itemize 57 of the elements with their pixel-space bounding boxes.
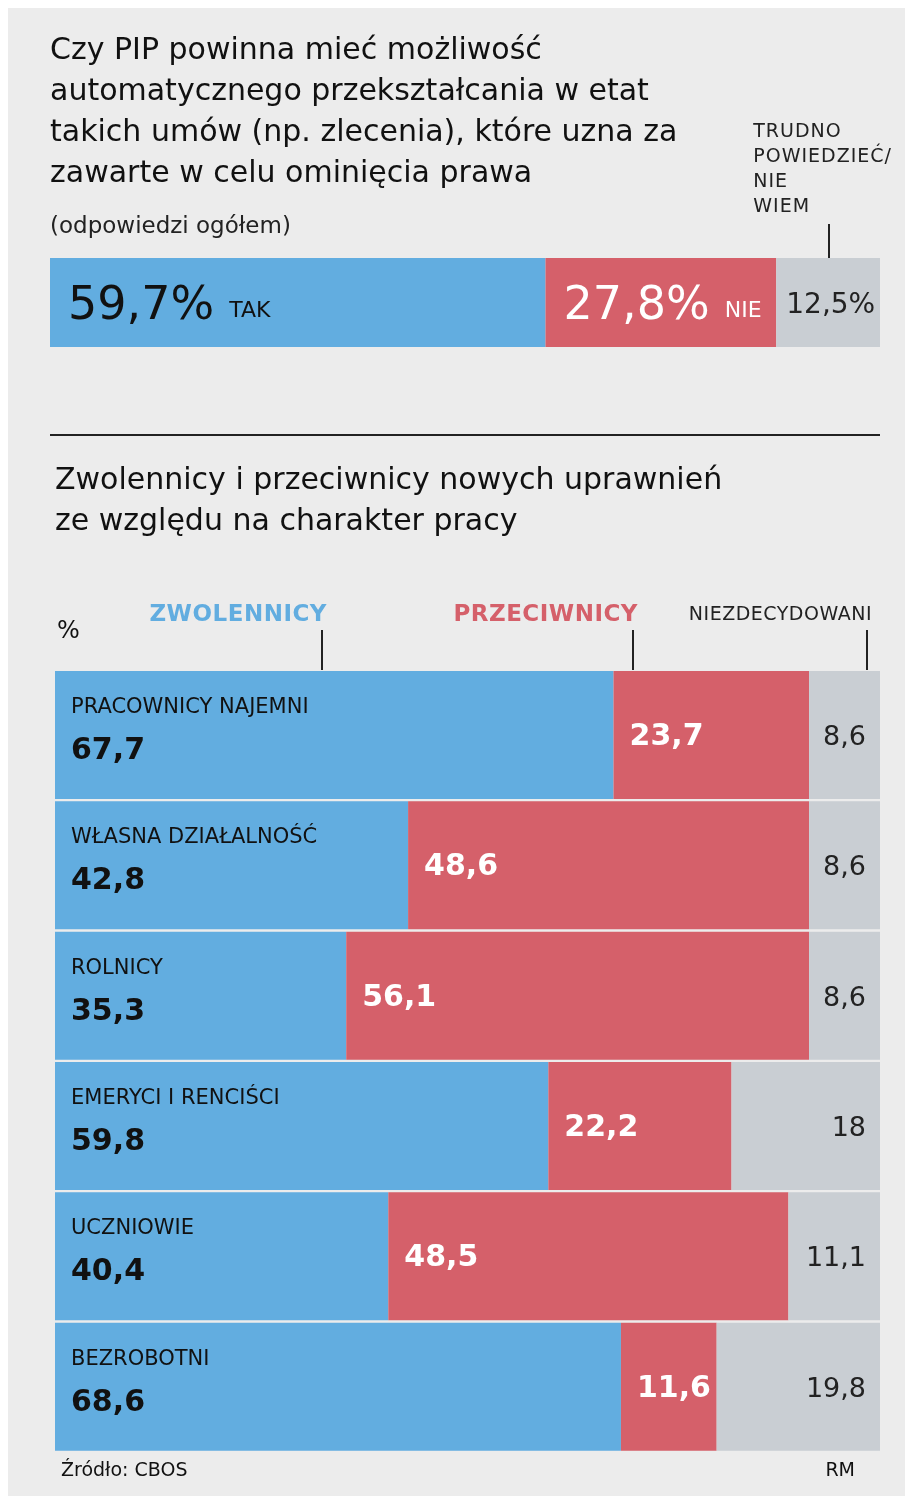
category-label: PRACOWNICY NAJEMNI — [71, 694, 309, 718]
data-label: 42,8 — [71, 861, 146, 897]
bar — [55, 801, 409, 930]
data-label: 8,6 — [823, 980, 866, 1012]
bar — [809, 671, 880, 799]
bar — [55, 1062, 549, 1190]
data-label: 59,8 — [71, 1122, 146, 1157]
bar — [55, 1192, 389, 1321]
series-label: PRZECIWNICY — [453, 600, 638, 626]
data-label: 22,2 — [564, 1108, 639, 1143]
bar — [620, 1322, 717, 1451]
x-axis-title: % — [57, 616, 80, 644]
bar — [809, 931, 880, 1060]
chart-title: Czy PIP powinna mieć możliwość automatycznego przekształcania w etat takich umów (np. zlecenia), które uzna za zawarte w celu ominięcia prawa — [50, 30, 679, 191]
text: RM — [825, 1458, 855, 1480]
category-label: EMERYCI I RENCIŚCI — [71, 1085, 280, 1109]
bar — [548, 1062, 732, 1190]
data-label: 8,6 — [823, 850, 866, 882]
data-label: 8,6 — [823, 720, 866, 751]
bar — [55, 1322, 621, 1451]
bar — [55, 671, 614, 799]
text: TRUDNO POWIEDZIEĆ/ NIE WIEM — [753, 118, 892, 218]
data-label: 19,8 — [805, 1371, 866, 1403]
series-label: ZWOLENNICY — [149, 600, 327, 626]
data-label: 56,1 — [362, 977, 437, 1013]
data-label: 68,6 — [71, 1382, 146, 1418]
data-label: 11,1 — [805, 1241, 866, 1273]
data-label: 67,7 — [71, 731, 146, 766]
bar — [788, 1192, 880, 1321]
bar — [55, 931, 347, 1060]
bar — [731, 1062, 880, 1190]
category-label: BEZROBOTNI — [71, 1345, 210, 1370]
series-label: TAK — [228, 296, 271, 322]
chart-subtitle: (odpowiedzi ogółem) — [50, 212, 291, 238]
text: NIEZDECYDOWANI — [688, 601, 872, 626]
data-label: 48,5 — [404, 1238, 479, 1274]
chart-title: Zwolennicy i przeciwnicy nowych uprawnień ze względu na charakter pracy — [55, 460, 724, 539]
data-label: 12,5% — [786, 286, 876, 320]
bar — [716, 1322, 880, 1451]
data-label: 48,6 — [424, 847, 499, 883]
data-label: 18 — [831, 1111, 866, 1142]
bar — [408, 801, 810, 930]
bar — [388, 1192, 789, 1321]
category-label: WŁASNA DZIAŁALNOŚĆ — [71, 824, 318, 849]
series-label: NIE — [724, 296, 762, 322]
text: Źródło: CBOS — [61, 1458, 188, 1480]
bar — [346, 931, 810, 1060]
bar — [613, 671, 810, 799]
data-label: 59,7% — [68, 276, 215, 331]
data-label: 35,3 — [71, 991, 146, 1027]
data-label: 11,6 — [636, 1368, 711, 1404]
data-label: 27,8% — [563, 276, 710, 331]
category-label: UCZNIOWIE — [71, 1215, 195, 1240]
category-label: ROLNICY — [71, 954, 163, 979]
bar — [809, 801, 880, 930]
data-label: 40,4 — [71, 1252, 146, 1288]
data-label: 23,7 — [629, 717, 704, 752]
